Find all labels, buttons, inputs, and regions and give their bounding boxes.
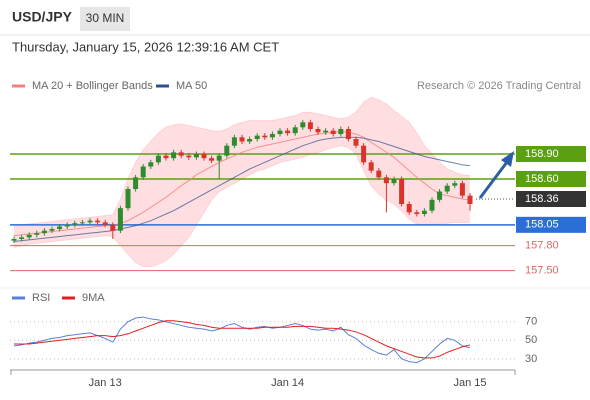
candle-body [26,234,32,238]
candle-body [193,154,199,158]
candle-body [41,230,47,234]
timestamp: Thursday, January 15, 2026 12:39:16 AM C… [12,39,279,54]
candle-body [186,155,192,158]
candle-body [406,204,412,213]
candle-body [399,179,405,204]
candle-body [216,155,222,161]
level-label: 158.90 [525,148,559,160]
candle-body [133,177,139,189]
legend-label: MA 50 [176,80,207,92]
x-tick-label: Jan 15 [453,377,486,389]
candle-body [254,135,260,139]
candle-body [148,162,154,167]
candle-body [361,145,367,163]
candle-body [459,183,465,196]
candle-body [117,208,123,231]
y-tick-label: 50 [525,334,537,346]
legend-label: MA 20 + Bollinger Bands [32,80,153,92]
candle-body [323,130,329,133]
y-tick-label: 70 [525,316,537,328]
candle-body [269,134,275,138]
candle-body [368,162,374,171]
candle-body [231,137,237,146]
candle-body [57,226,63,229]
last-price-box [516,191,586,207]
candle-body [163,155,169,159]
forecast-arrow-head [501,151,514,167]
candle-body [87,220,93,223]
candle-body [34,233,40,235]
candle-body [437,191,443,200]
timeframe-badge [80,7,130,31]
candle-body [307,122,313,129]
legend-label: 9MA [82,292,105,304]
candle-body [110,224,116,231]
candle-body [338,129,344,134]
indicator-line [14,320,471,359]
candle-body [383,177,389,184]
candle-body [376,170,382,178]
candle-body [155,155,161,163]
candle-body [125,189,131,209]
timeframe: 30 MIN [86,11,125,25]
level-label: 158.60 [525,173,559,185]
level-label: 158.05 [525,219,559,231]
candle-body [414,212,420,214]
candle-body [262,135,268,138]
candle-body [421,210,427,214]
x-tick-label: Jan 14 [271,377,304,389]
moving-average [13,136,471,242]
candle-body [11,239,17,241]
moving-average [13,130,471,237]
candle-body [330,130,336,134]
y-tick-label: 30 [525,353,537,365]
candle-body [247,139,253,142]
candle-body [178,152,184,156]
candle-body [224,145,230,156]
level-box [516,146,586,162]
candle-body [285,130,291,134]
attribution: Research © 2026 Trading Central [417,80,581,92]
level-label: 157.80 [525,240,559,252]
candle-body [300,122,306,128]
candle-body [49,229,55,231]
candle-body [72,223,78,225]
candle-body [140,166,146,178]
last-price-label: 158.36 [525,193,559,205]
candle-body [345,129,351,139]
candle-body [444,185,450,192]
candle-body [277,130,283,134]
candle-body [429,199,435,211]
indicator-line [13,316,471,364]
candle-body [391,179,397,184]
forecast-arrow [478,161,509,199]
candle-body [209,158,215,161]
level-label: 157.50 [525,265,559,277]
candle-body [239,137,245,142]
candle-body [292,127,298,134]
candle-body [79,222,85,224]
candle-body [467,195,473,204]
bollinger-upper [14,96,471,226]
candle-body [452,183,458,186]
candle-body [353,139,359,146]
candle-body [201,154,207,159]
candle-body [64,224,70,227]
candle-body [102,222,108,225]
level-box [516,171,586,187]
candle-body [171,152,177,159]
legend-label: RSI [32,292,50,304]
x-tick-label: Jan 13 [89,377,122,389]
candle-body [19,237,25,239]
plot: MA 20 + Bollinger Bands MA 50 158.90 158.60… [10,80,586,389]
level-box [516,216,586,233]
candle-body [95,220,101,223]
candle-body [315,129,321,133]
symbol: USD/JPY [12,9,73,25]
